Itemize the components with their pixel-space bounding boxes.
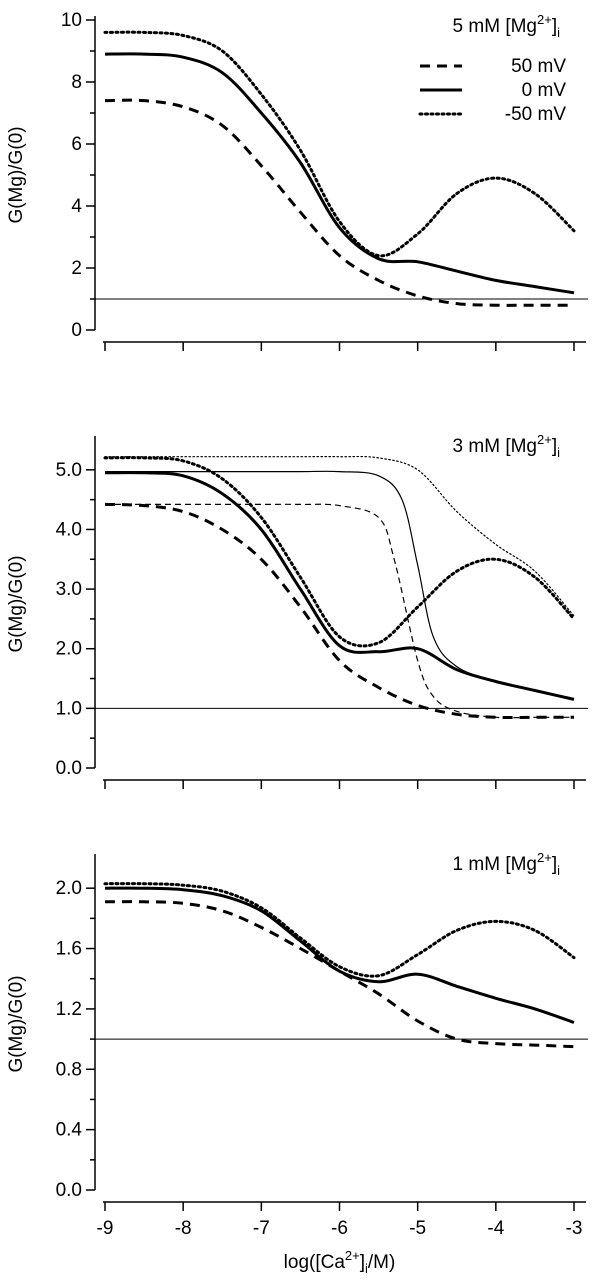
panel-1mM: 0.0 0.4 0.8 1.2 1.6 2.0 G(Mg)/G(0) -9 -8 -7 -6 -5 -4…: [6, 850, 588, 1276]
x-tick-label: -8: [175, 1218, 192, 1239]
y-tick-label: 0.8: [56, 1059, 82, 1080]
y-tick-label: 2: [71, 258, 82, 279]
y-tick-label: 0.0: [56, 1180, 82, 1201]
y-axis-label: G(Mg)/G(0): [6, 975, 27, 1072]
x-tick-label: -3: [566, 1218, 583, 1239]
y-tick-label: 8: [71, 72, 82, 93]
series-line-0-mv: [104, 886, 575, 1024]
series-line-50-mv: [104, 98, 574, 307]
series-line-50-mv: [103, 30, 576, 258]
series-line-50-mv: [104, 502, 574, 720]
y-tick-label: 0.4: [56, 1120, 83, 1141]
y-tick-label: 1.6: [56, 939, 82, 960]
y-tick-label: 1.2: [56, 999, 82, 1020]
x-tick-label: -4: [487, 1218, 504, 1239]
x-tick-label: -9: [97, 1218, 114, 1239]
series-line-0-mv-thin: [105, 470, 575, 700]
series-line-0-mv: [104, 52, 575, 295]
y-tick-label: 2.0: [56, 639, 82, 660]
legend-label: 0 mV: [522, 80, 567, 101]
x-tick-label: -5: [409, 1218, 426, 1239]
y-tick-label: 4.0: [56, 519, 82, 540]
panel-5mM: 0 2 4 6 8 10 G(Mg)/G(0) 5 mM [Mg2+]i 50 mV 0 mV -5…: [6, 10, 588, 351]
y-tick-label: 1.0: [56, 698, 82, 719]
legend-label: -50 mV: [505, 104, 567, 125]
series-line-50-mv: [103, 882, 576, 978]
panel-title: 5 mM [Mg2+]i: [453, 12, 561, 40]
y-tick-label: 0: [71, 320, 82, 341]
y-tick-label: 0.0: [56, 758, 82, 779]
panel-title: 1 mM [Mg2+]i: [453, 850, 561, 878]
y-tick-label: 2.0: [56, 878, 82, 899]
legend-label: 50 mV: [511, 56, 566, 77]
series-line-50-mv-thin: [104, 503, 574, 719]
panel-title: 3 mM [Mg2+]i: [453, 432, 561, 460]
y-axis-label: G(Mg)/G(0): [6, 555, 27, 652]
y-tick-label: 3.0: [56, 579, 82, 600]
series-line-50-mv-thin: [104, 455, 575, 617]
y-tick-label: 5.0: [56, 460, 82, 481]
panel-3mM: 0.0 1.0 2.0 3.0 4.0 5.0 G(Mg)/G(0) 3 mM [Mg2+]i: [6, 432, 588, 789]
y-axis-label: G(Mg)/G(0): [6, 126, 27, 223]
series-line-50-mv: [104, 900, 575, 1049]
y-tick-label: 4: [71, 196, 82, 217]
series-line-50-mv: [103, 456, 576, 648]
series-line-0-mv: [104, 471, 575, 701]
x-tick-label: -6: [331, 1218, 348, 1239]
x-tick-label: -7: [253, 1218, 270, 1239]
y-tick-label: 6: [71, 134, 82, 155]
y-tick-label: 10: [61, 10, 82, 31]
x-axis-label: log([Ca2+]i/M): [284, 1248, 396, 1276]
